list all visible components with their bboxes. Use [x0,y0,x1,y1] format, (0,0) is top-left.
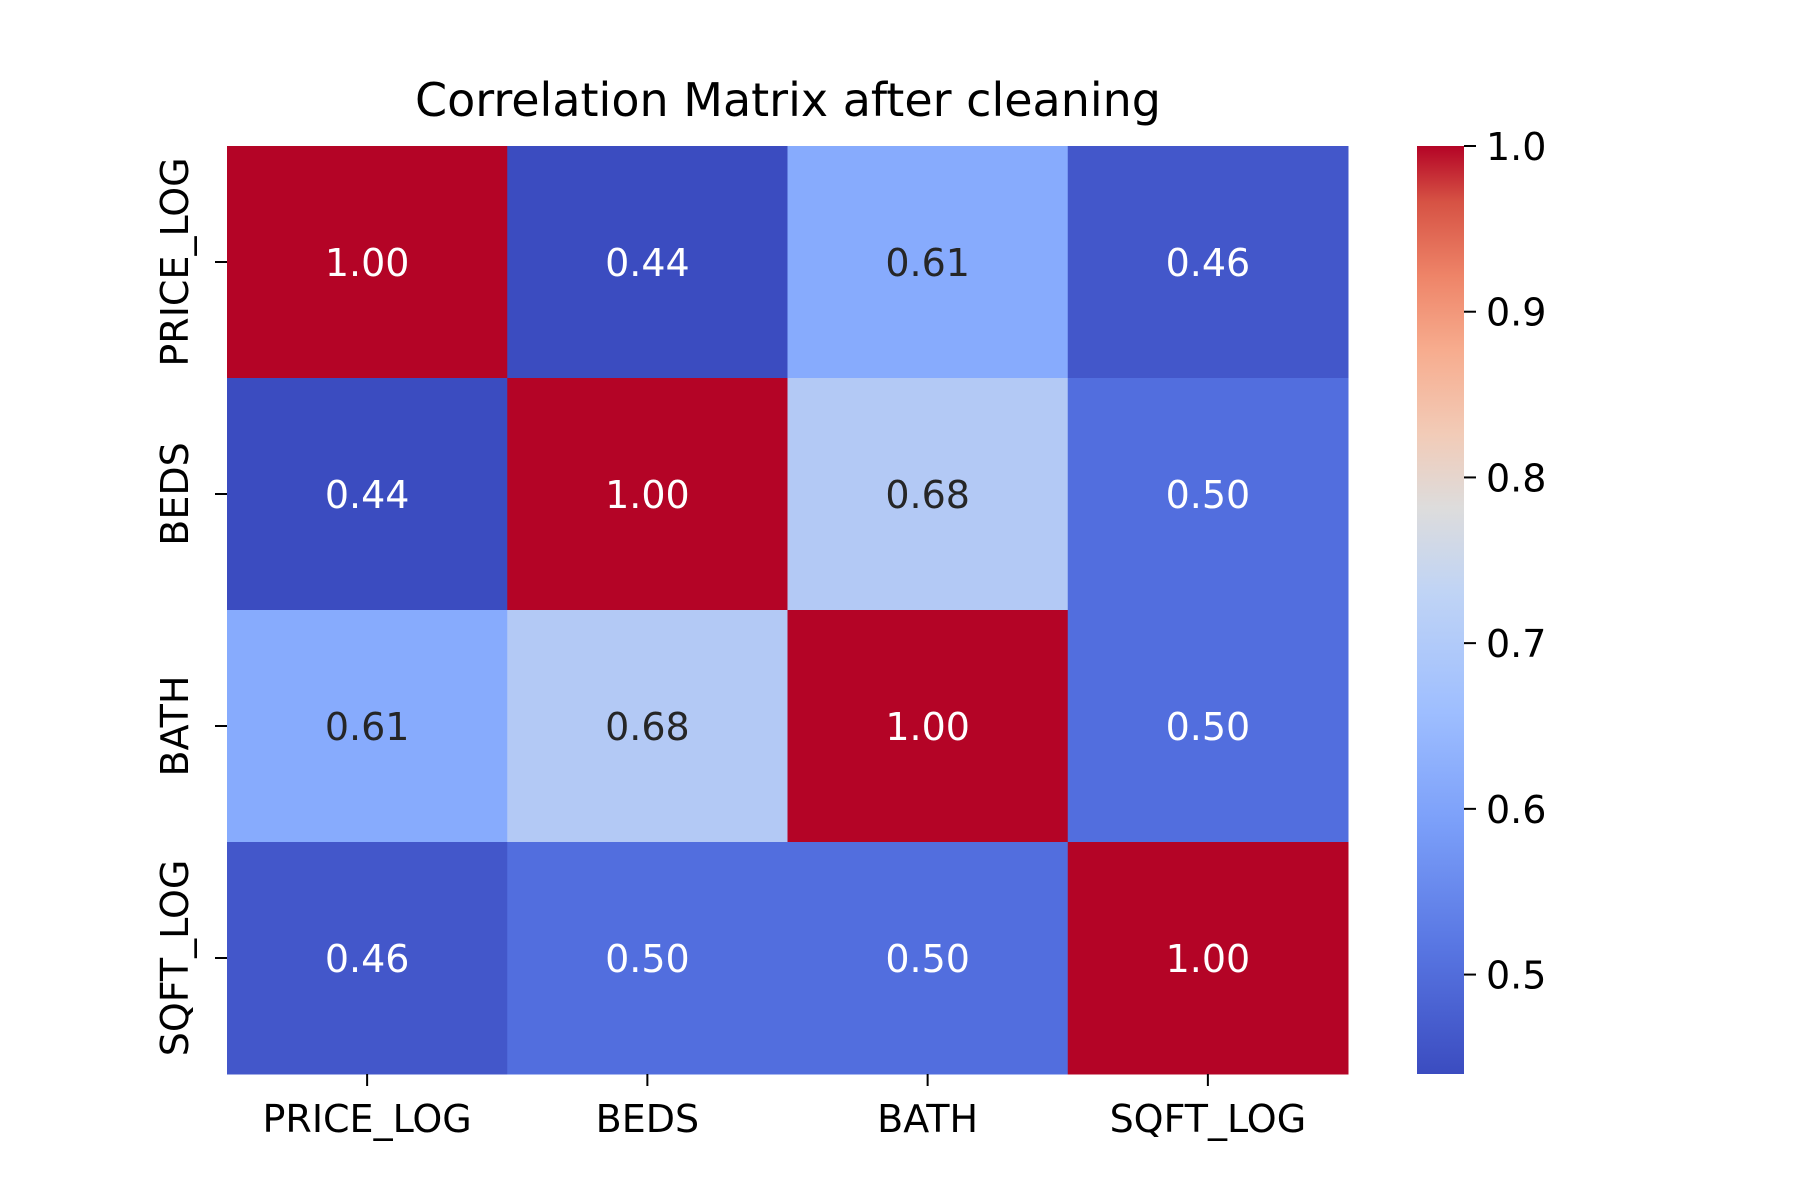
cell-value-label: 0.44 [325,473,410,517]
cell-value-label: 0.50 [605,937,690,981]
cell-value-label: 1.00 [1166,937,1251,981]
x-tick-label: SQFT_LOG [1110,1097,1307,1141]
chart-title: Correlation Matrix after cleaning [415,73,1161,127]
y-axis: PRICE_LOG BEDS BATH SQFT_LOG [153,157,227,1056]
colorbar-tick-label: 1.0 [1486,125,1546,169]
y-tick-label: SQFT_LOG [153,860,197,1057]
heatmap-cell [787,842,1069,1075]
x-tick-label: BATH [877,1097,978,1141]
colorbar [1417,146,1464,1074]
x-tick-label: BEDS [596,1097,699,1141]
heatmap-cell [227,146,508,379]
cell-value-label: 0.46 [1166,241,1251,285]
colorbar-tick-label: 0.8 [1486,456,1546,500]
cell-value-label: 0.61 [885,241,970,285]
heatmap-cell [227,378,508,611]
cell-value-label: 0.46 [325,937,410,981]
cell-value-label: 0.44 [605,241,690,285]
heatmap-cell [507,610,788,843]
heatmap-cell [507,842,788,1075]
heatmap-cell [507,378,788,611]
cell-value-label: 1.00 [325,241,410,285]
cell-value-label: 0.68 [605,705,690,749]
heatmap-cell [1067,842,1349,1075]
cell-value-label: 1.00 [605,473,690,517]
heatmap-cell [787,378,1069,611]
x-axis: PRICE_LOG BEDS BATH SQFT_LOG [263,1074,1307,1141]
colorbar-tick-label: 0.7 [1486,622,1546,666]
heatmap-cell [1067,378,1349,611]
heatmap-cells [227,146,1349,1075]
y-tick-label: BEDS [153,442,197,545]
colorbar-tick-label: 0.9 [1486,291,1546,335]
heatmap-cell [1067,610,1349,843]
colorbar-ticks: 0.5 0.6 0.7 0.8 0.9 1.0 [1464,125,1546,998]
colorbar-tick-label: 0.6 [1486,788,1546,832]
cell-value-label: 1.00 [885,705,970,749]
heatmap-cell [787,610,1069,843]
x-tick-label: PRICE_LOG [263,1097,472,1141]
cell-value-label: 0.50 [885,937,970,981]
heatmap-cell [227,842,508,1075]
colorbar-tick-label: 0.5 [1486,954,1546,998]
heatmap-value-labels: 1.00 0.44 0.61 0.46 0.44 1.00 0.68 0.50 0.61 0.68… [325,241,1250,981]
heatmap-cell [1067,146,1349,379]
cell-value-label: 0.61 [325,705,410,749]
y-tick-label: PRICE_LOG [153,157,197,366]
cell-value-label: 0.68 [885,473,970,517]
heatmap-cell [507,146,788,379]
cell-value-label: 0.50 [1166,473,1251,517]
y-tick-label: BATH [153,676,197,777]
cell-value-label: 0.50 [1166,705,1251,749]
heatmap-cell [227,610,508,843]
heatmap-cell [787,146,1069,379]
